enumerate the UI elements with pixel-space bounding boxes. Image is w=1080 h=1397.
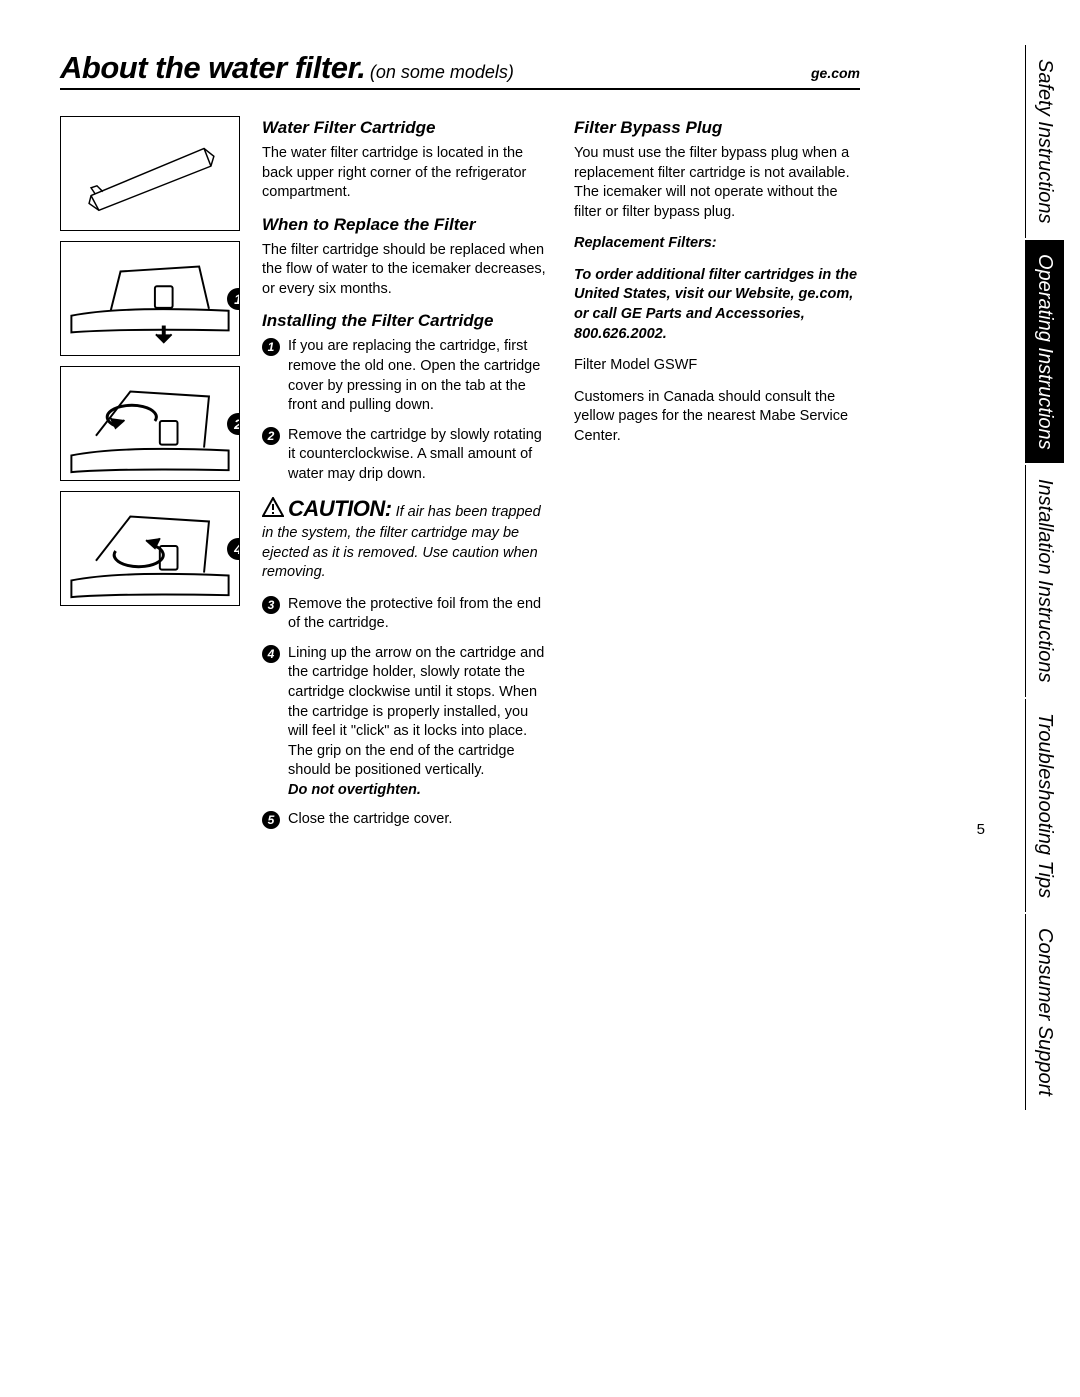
step-4-text: Lining up the arrow on the cartridge and… (288, 645, 544, 778)
caution-paragraph: CAUTION: If air has been trapped in the … (262, 494, 548, 582)
step-text: Close the cartridge cover. (288, 810, 452, 830)
para-bypass: You must use the filter bypass plug when… (574, 144, 860, 222)
tab-operating[interactable]: Operating Instructions (1025, 240, 1064, 464)
website-url: ge.com (811, 65, 860, 81)
illustration-step-2: 2 (60, 366, 240, 481)
install-steps-list: 1 If you are replacing the cartridge, fi… (262, 337, 548, 484)
heading-bypass: Filter Bypass Plug (574, 118, 860, 138)
para-filter-model: Filter Model GSWF (574, 356, 860, 376)
left-text-column: Water Filter Cartridge The water filter … (262, 116, 548, 840)
section-tabs: Safety Instructions Operating Instructio… (1025, 45, 1064, 1110)
illustration-step-4: 4 (60, 491, 240, 606)
content-area: 1 2 (60, 116, 860, 840)
para-replace: The filter cartridge should be replaced … (262, 241, 548, 300)
step-number-icon: 3 (262, 596, 280, 614)
list-item: 4 Lining up the arrow on the cartridge a… (262, 644, 548, 801)
tab-label: Installation Instructions (1034, 479, 1056, 682)
tab-installation[interactable]: Installation Instructions (1025, 465, 1064, 696)
heading-install: Installing the Filter Cartridge (262, 311, 548, 331)
step-number-icon: 4 (262, 645, 280, 663)
heading-replacement-filters: Replacement Filters: (574, 234, 860, 254)
title-main: About the water filter. (60, 50, 365, 85)
illustration-step-1: 1 (60, 241, 240, 356)
tab-safety[interactable]: Safety Instructions (1025, 45, 1064, 238)
holder-rotate-cw-icon (61, 492, 239, 605)
tab-consumer-support[interactable]: Consumer Support (1025, 914, 1064, 1110)
caution-label: CAUTION: (288, 496, 392, 521)
cartridge-drawing-icon (61, 117, 239, 230)
warning-icon (262, 497, 284, 524)
step-number-icon: 2 (262, 427, 280, 445)
page: About the water filter. (on some models)… (0, 0, 1080, 870)
install-steps-list-continued: 3 Remove the protective foil from the en… (262, 595, 548, 830)
illustration-column: 1 2 (60, 116, 240, 840)
step-text: Remove the protective foil from the end … (288, 595, 548, 634)
list-item: 3 Remove the protective foil from the en… (262, 595, 548, 634)
para-location: The water filter cartridge is located in… (262, 144, 548, 203)
holder-open-icon (61, 242, 239, 355)
step-number-icon: 1 (262, 338, 280, 356)
step-number-icon: 5 (262, 811, 280, 829)
title-bar: About the water filter. (on some models)… (60, 50, 860, 90)
illustration-cartridge (60, 116, 240, 231)
list-item: 5 Close the cartridge cover. (262, 810, 548, 830)
page-number: 5 (977, 821, 985, 838)
do-not-overtighten: Do not overtighten. (288, 782, 421, 798)
list-item: 1 If you are replacing the cartridge, fi… (262, 337, 548, 415)
step-text: Lining up the arrow on the cartridge and… (288, 644, 548, 801)
step-text: If you are replacing the cartridge, firs… (288, 337, 548, 415)
text-columns: Water Filter Cartridge The water filter … (262, 116, 860, 840)
step-text: Remove the cartridge by slowly rotating … (288, 426, 548, 485)
title-subtitle: (on some models) (370, 62, 514, 82)
list-item: 2 Remove the cartridge by slowly rotatin… (262, 426, 548, 485)
page-title: About the water filter. (on some models) (60, 50, 514, 86)
tab-troubleshooting[interactable]: Troubleshooting Tips (1025, 699, 1064, 912)
holder-rotate-ccw-icon (61, 367, 239, 480)
heading-cartridge: Water Filter Cartridge (262, 118, 548, 138)
heading-replace: When to Replace the Filter (262, 215, 548, 235)
para-canada: Customers in Canada should consult the y… (574, 388, 860, 447)
right-text-column: Filter Bypass Plug You must use the filt… (574, 116, 860, 840)
para-order-info: To order additional filter cartridges in… (574, 266, 860, 344)
